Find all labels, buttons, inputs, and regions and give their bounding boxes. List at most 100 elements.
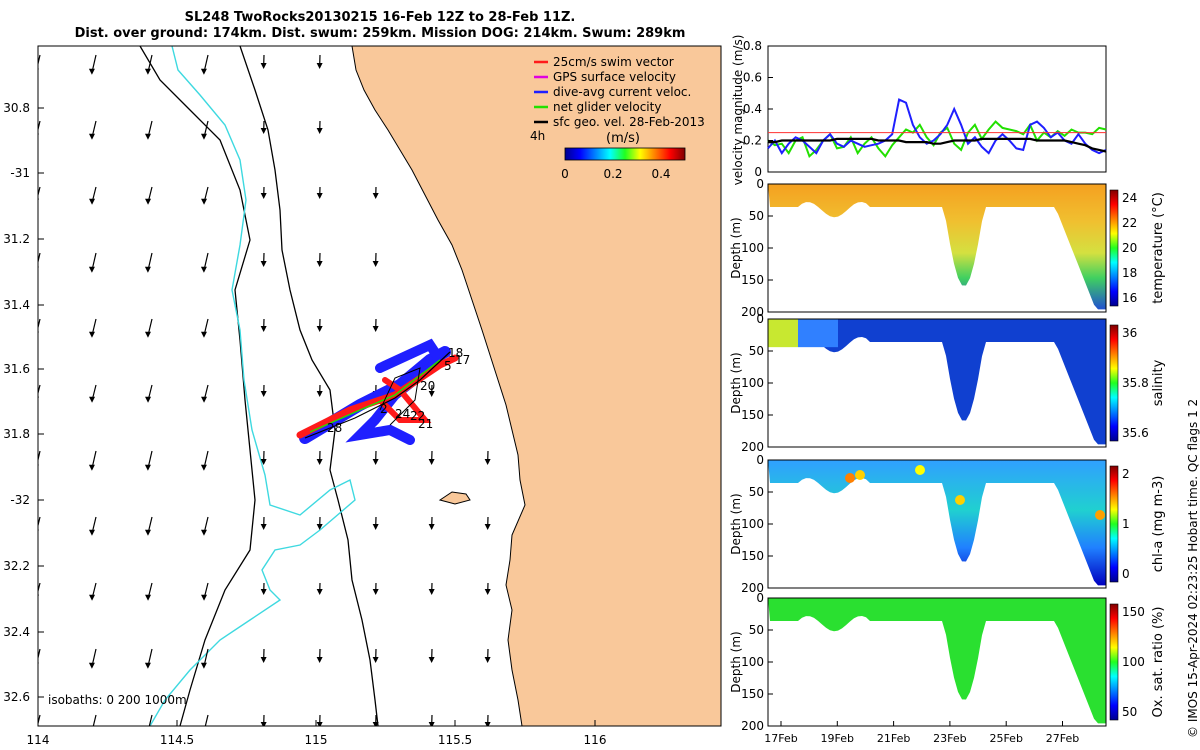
chart-title-line1: SL248 TwoRocks20130215 16-Feb 12Z to 28-… — [184, 10, 576, 25]
arrow-head — [200, 331, 207, 338]
velocity-arrow — [38, 714, 41, 726]
arrow-head — [88, 331, 95, 338]
track-label: 17 — [455, 353, 470, 367]
heatmap-colorbar — [1109, 465, 1119, 583]
arrow-head — [200, 464, 207, 471]
heatmap-ylabel: Depth (m) — [729, 631, 743, 692]
map-xtick: 116 — [584, 733, 607, 747]
track-label: 20 — [420, 379, 435, 393]
heatmap-colorbar-tick: 35.6 — [1122, 426, 1149, 440]
surface-velocity-arrows — [38, 54, 491, 734]
arrow-head — [316, 192, 323, 199]
arrow-head — [145, 594, 152, 601]
arrow-head — [316, 458, 323, 465]
arrow-head — [316, 656, 323, 663]
track-label: 21 — [418, 417, 433, 431]
arrow-head — [316, 62, 323, 69]
arrow-head — [144, 331, 151, 338]
map-frame — [37, 45, 722, 727]
track-label: 24 — [395, 407, 410, 421]
legend-label: dive-avg current veloc. — [553, 85, 691, 99]
heatmap-ytick: 150 — [741, 408, 764, 422]
time-xtick: 27Feb — [1046, 732, 1079, 745]
arrow-head — [484, 588, 491, 595]
heatmap-colorbar — [1109, 189, 1119, 307]
time-xtick: 25Feb — [989, 732, 1022, 745]
isobath-0m — [149, 46, 356, 726]
velocity-arrow — [204, 714, 209, 726]
arrow-head — [260, 260, 267, 267]
arrow-head — [200, 662, 207, 669]
map-ytick: -32 — [10, 493, 30, 507]
heatmap-panel: 0 50 100 150 200 Depth (m) 36 35.8 35.6 salinity — [729, 312, 1166, 454]
velocity-arrow — [38, 120, 41, 132]
arrow-head — [428, 523, 435, 530]
arrow-head — [260, 325, 267, 332]
arrow-head — [260, 62, 267, 69]
velocity-arrow — [38, 450, 41, 463]
arrow-head — [201, 594, 208, 601]
heatmap-panel: 0 50 100 150 200 Depth (m) 24 22 20 18 16 temperatu… — [729, 177, 1166, 319]
heatmap-colorbar-tick: 0 — [1122, 567, 1130, 581]
heatmap-colorbar-tick: 35.8 — [1122, 376, 1149, 390]
heatmap-ytick: 150 — [741, 273, 764, 287]
time-xtick: 19Feb — [821, 732, 854, 745]
heatmap-ytick: 200 — [741, 581, 764, 595]
arrow-head — [372, 721, 379, 726]
arrow-head — [372, 458, 379, 465]
track-label: 5 — [444, 359, 452, 373]
track-label: 2 — [380, 402, 388, 416]
heatmap-ylabel: Depth (m) — [729, 493, 743, 554]
arrow-head — [144, 266, 151, 273]
arrow-head — [260, 192, 267, 199]
arrow-head — [88, 662, 95, 669]
rottnest-island — [438, 491, 471, 505]
track-label: 22 — [410, 409, 425, 423]
heatmap-colorbar-tick: 24 — [1122, 191, 1137, 205]
heatmap-ytick: 100 — [741, 517, 764, 531]
legend-label: net glider velocity — [553, 100, 661, 114]
arrow-head — [260, 588, 267, 595]
heatmap-ytick: 50 — [749, 209, 764, 223]
arrow-head — [89, 594, 96, 601]
arrow-head — [316, 325, 323, 332]
arrow-head — [89, 728, 95, 734]
map-ytick: 31.8 — [3, 427, 30, 441]
map-colorbar — [564, 147, 686, 161]
heatmap-panel: 0 50 100 150 200 Depth (m) 2 1 0 chl-a (mg m-3) — [729, 453, 1166, 595]
arrow-head — [316, 588, 323, 595]
map-ytick: 30.8 — [3, 101, 30, 115]
heatmap-field — [768, 598, 1106, 724]
map-xtick: 115.5 — [438, 733, 472, 747]
map-xtick: 114.5 — [160, 733, 194, 747]
time-xtick: 23Feb — [933, 732, 966, 745]
heatmap-colorbar-tick: 18 — [1122, 266, 1137, 280]
arrow-head — [428, 588, 435, 595]
legend-label: sfc geo. vel. 28-Feb-2013 — [553, 115, 705, 129]
arrow-head — [201, 198, 208, 205]
heatmap-field — [768, 184, 1106, 310]
arrow-head — [145, 396, 152, 403]
isobaths-label: isobaths: 0 200 1000m — [48, 693, 187, 707]
velocity-arrow — [92, 714, 97, 726]
arrow-head — [260, 458, 267, 465]
arrow-head — [200, 266, 207, 273]
velocity-arrow — [38, 318, 41, 330]
heatmap-ytick: 200 — [741, 719, 764, 733]
arrow-head — [144, 133, 151, 140]
map-ytick: -31 — [10, 166, 30, 180]
arrow-head — [200, 529, 207, 536]
velocity-arrow — [38, 516, 41, 528]
arrow-head — [260, 127, 267, 134]
heatmap-ytick: 50 — [749, 344, 764, 358]
arrow-head — [201, 396, 208, 403]
arrow-head — [89, 396, 96, 403]
velocity-arrow — [38, 252, 41, 265]
map-xtick: 115 — [305, 733, 328, 747]
glider-track — [296, 338, 459, 445]
heatmap-ytick: 200 — [741, 305, 764, 319]
heatmap-colorbar-tick: 20 — [1122, 241, 1137, 255]
arrow-head — [372, 588, 379, 595]
map-axes: 114 114.5 115 115.5 116 30.8 -31 31.2 31.4 31.6 31… — [3, 101, 606, 747]
legend-label: GPS surface velocity — [553, 70, 676, 84]
